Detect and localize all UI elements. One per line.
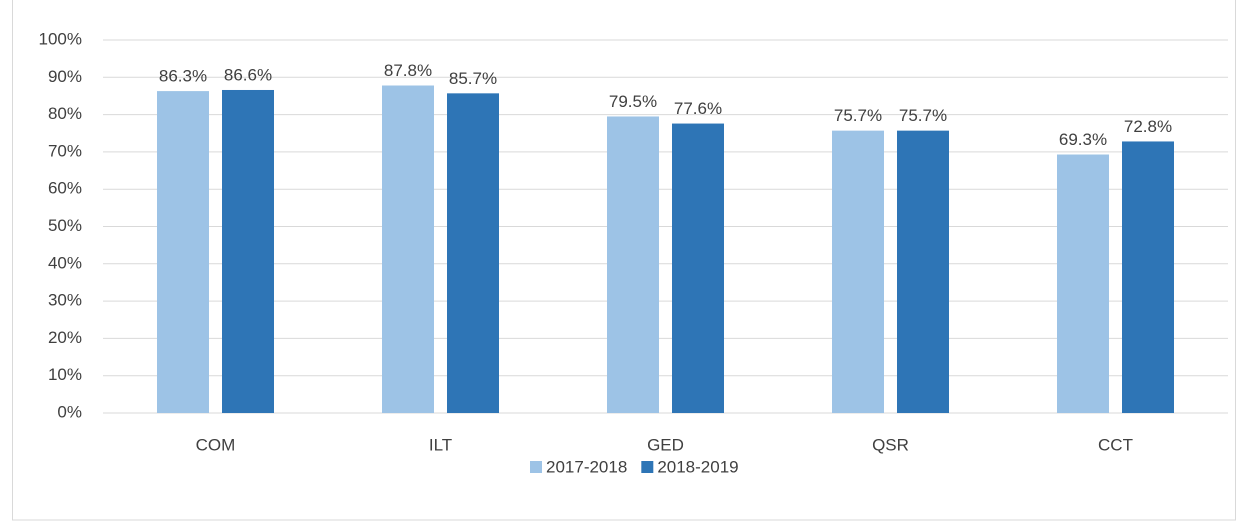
bar <box>672 123 724 413</box>
x-tick-label: QSR <box>872 435 909 454</box>
legend-swatch <box>530 461 542 473</box>
data-label: 72.8% <box>1124 117 1172 136</box>
y-tick-label: 60% <box>48 179 82 198</box>
y-tick-label: 90% <box>48 67 82 86</box>
data-label: 86.6% <box>224 65 272 84</box>
y-tick-label: 80% <box>48 104 82 123</box>
bar <box>832 130 884 413</box>
y-tick-label: 100% <box>39 29 82 48</box>
bar <box>607 116 659 413</box>
x-tick-label: COM <box>196 435 236 454</box>
data-label: 86.3% <box>159 67 207 86</box>
x-tick-label: ILT <box>429 435 452 454</box>
y-tick-label: 10% <box>48 365 82 384</box>
data-label: 69.3% <box>1059 130 1107 149</box>
y-tick-label: 0% <box>57 402 82 421</box>
bar <box>897 130 949 413</box>
y-tick-label: 40% <box>48 253 82 272</box>
data-label: 77.6% <box>674 99 722 118</box>
y-tick-label: 20% <box>48 328 82 347</box>
bar <box>222 89 274 414</box>
y-tick-label: 50% <box>48 216 82 235</box>
bar <box>447 93 499 414</box>
y-tick-label: 30% <box>48 291 82 310</box>
legend-swatch <box>641 461 654 473</box>
bar <box>1122 141 1174 413</box>
data-label: 79.5% <box>609 92 657 111</box>
bar <box>382 85 434 414</box>
legend-label: 2017-2018 <box>546 457 627 476</box>
y-tick-label: 70% <box>48 141 82 160</box>
bar <box>157 91 209 413</box>
data-label: 75.7% <box>834 106 882 125</box>
data-label: 85.7% <box>449 69 497 88</box>
x-tick-label: CCT <box>1098 435 1133 454</box>
x-tick-label: GED <box>647 435 684 454</box>
data-label: 75.7% <box>899 106 947 125</box>
legend-label: 2018-2019 <box>657 457 738 476</box>
data-label: 87.8% <box>384 61 432 80</box>
bar <box>1057 154 1109 414</box>
